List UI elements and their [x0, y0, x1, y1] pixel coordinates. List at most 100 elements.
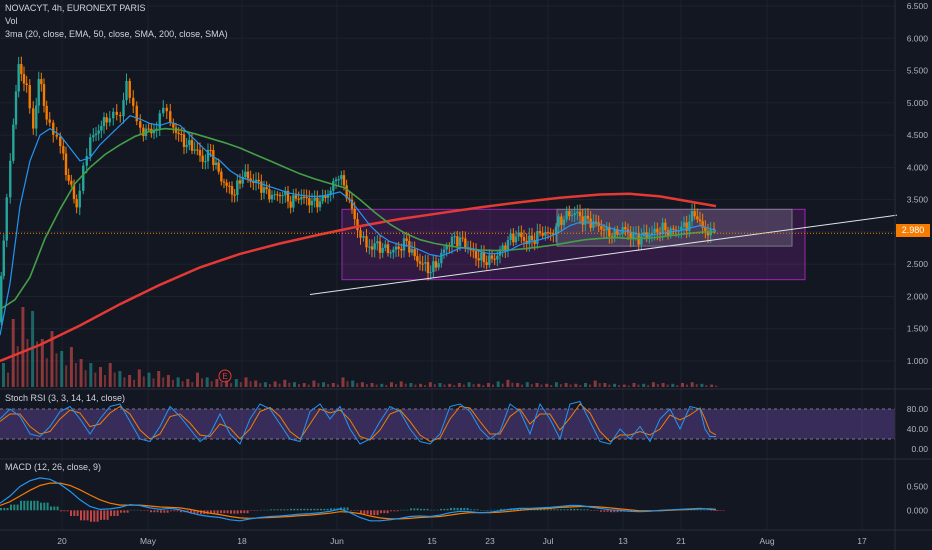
volume-bar [142, 376, 145, 387]
macd-histogram-bar [563, 509, 566, 511]
candle-body [392, 249, 395, 253]
macd-histogram-bar [463, 507, 466, 511]
candle-body [94, 133, 98, 136]
volume-bar [322, 382, 326, 387]
candle-body [498, 249, 502, 256]
candle-body [257, 179, 260, 182]
macd-histogram-bar [690, 509, 692, 511]
macd-histogram-bar [516, 508, 519, 511]
candle-body [345, 185, 348, 199]
volume-bar [700, 383, 704, 387]
macd-histogram-bar [716, 510, 718, 511]
volume-bar [569, 384, 572, 387]
volume-bar [351, 380, 355, 387]
macd-histogram-bar [260, 509, 262, 511]
candle-body [82, 165, 85, 191]
stoch-tick-label: 40.00 [907, 424, 929, 434]
candle-body [326, 194, 330, 198]
macd-histogram-bar [606, 510, 609, 512]
candle-body [37, 79, 40, 106]
candle-body [442, 249, 446, 253]
candle-body [105, 117, 108, 123]
macd-histogram-bar [96, 510, 99, 522]
candle-body [512, 233, 515, 243]
volume-bar [550, 385, 553, 387]
candle-body [182, 134, 186, 147]
macd-histogram-bar [3, 507, 6, 511]
volume-bar [613, 383, 617, 387]
macd-histogram-bar [190, 510, 192, 514]
volume-bar [157, 371, 161, 387]
macd-histogram-bar [390, 510, 392, 512]
x-tick-label: 23 [485, 536, 495, 546]
candle-body [474, 251, 478, 259]
volume-label: Vol [5, 16, 18, 26]
macd-histogram-bar [583, 509, 586, 511]
volume-bar [428, 382, 432, 387]
candle-body [238, 180, 242, 184]
macd-pane[interactable] [0, 477, 725, 522]
macd-histogram-bar [193, 510, 196, 514]
volume-bar [278, 383, 281, 387]
macd-line [0, 477, 717, 522]
macd-histogram-bar [66, 510, 69, 512]
candle-body [67, 175, 70, 181]
macd-histogram-bar [473, 509, 476, 511]
macd-histogram-bar [560, 509, 562, 511]
candle-body [316, 197, 319, 208]
volume-bar [210, 381, 213, 387]
candle-body [397, 246, 400, 249]
candle-body [458, 237, 462, 246]
stoch-rsi-pane[interactable] [0, 400, 895, 445]
volume-bar [288, 382, 291, 387]
macd-histogram-bar [110, 510, 112, 517]
macd-histogram-bar [400, 509, 402, 511]
candle-body [172, 122, 175, 128]
symbol-title: NOVACYT, 4h, EURONEXT PARIS [5, 3, 146, 13]
macd-histogram-bar [136, 509, 139, 511]
candle-body [206, 149, 210, 162]
candle-body [496, 255, 499, 260]
macd-histogram-bar [586, 509, 589, 511]
macd-histogram-bar [153, 510, 156, 513]
macd-histogram-bar [486, 510, 489, 511]
macd-histogram-bar [150, 510, 152, 513]
candle-body [416, 256, 419, 262]
candle-body [162, 107, 165, 114]
macd-histogram-bar [373, 510, 376, 516]
macd-histogram-bar [616, 510, 619, 513]
candle-body [286, 190, 290, 202]
stoch-k-line [0, 400, 716, 445]
price-tick-label: 3.500 [907, 195, 929, 205]
candle-body [661, 222, 664, 234]
candle-body [25, 83, 28, 86]
candle-body [294, 195, 298, 199]
stoch-tick-label: 0.00 [911, 444, 928, 454]
candle-body [629, 232, 632, 240]
macd-histogram-bar [233, 510, 236, 514]
candle-body [297, 198, 300, 200]
volume-bar [176, 377, 180, 387]
macd-histogram-bar [520, 508, 522, 511]
x-tick-label: 18 [237, 536, 247, 546]
candle-body [413, 249, 416, 257]
volume-bar [661, 383, 665, 387]
price-pane[interactable]: E [0, 56, 898, 387]
candle-body [424, 262, 427, 264]
x-tick-label: 13 [618, 536, 628, 546]
candle-body [102, 117, 106, 127]
macd-histogram-bar [296, 508, 299, 511]
price-tick-label: 1.500 [907, 324, 929, 334]
candle-body [22, 74, 26, 84]
volume-bar [404, 383, 407, 387]
volume-bar [681, 383, 684, 387]
macd-histogram-bar [410, 508, 412, 511]
candle-body [592, 221, 595, 228]
candle-body [389, 252, 392, 254]
candle-body [520, 232, 523, 238]
macd-histogram-bar [580, 509, 582, 511]
candle-body [42, 84, 46, 106]
macd-histogram-bar [130, 509, 132, 511]
macd-histogram-bar [70, 510, 72, 517]
